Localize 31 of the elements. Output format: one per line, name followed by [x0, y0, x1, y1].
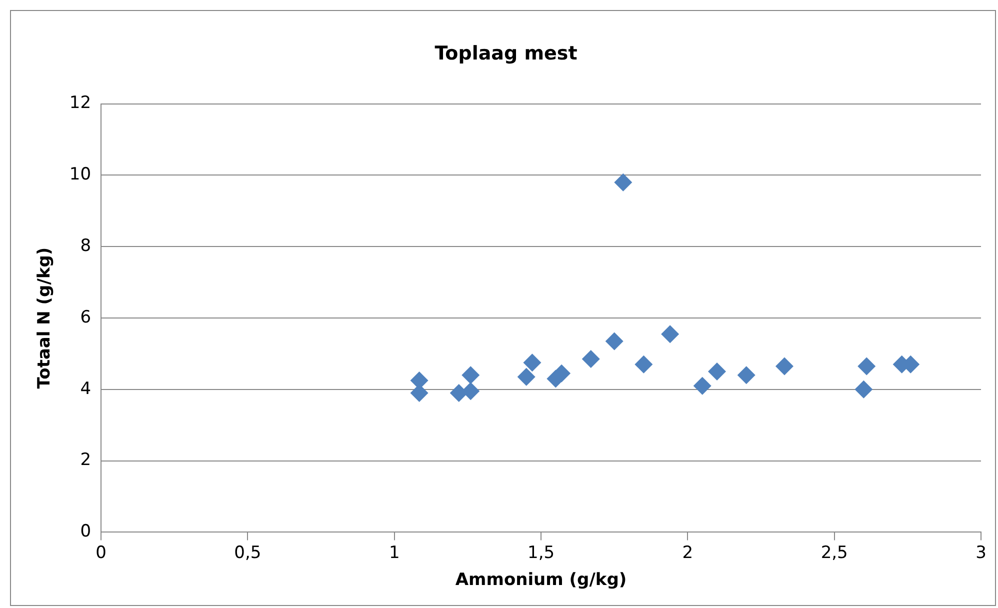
point: [462, 382, 480, 400]
y-tick-label: 10: [69, 164, 92, 185]
y-tick-label: 12: [69, 93, 92, 114]
y-tick-label: 2: [80, 450, 92, 470]
y-axis-title: Totaal N (g/kg): [34, 247, 55, 389]
point: [462, 366, 480, 384]
point: [854, 380, 873, 398]
point: [605, 332, 624, 350]
x-tick-label: 1: [388, 542, 400, 563]
point: [523, 354, 542, 372]
x-tick-label: 3: [976, 542, 986, 563]
y-tick-label: 0: [80, 522, 92, 542]
chart-title: Toplaag mest: [434, 42, 578, 64]
point: [708, 362, 726, 381]
point: [858, 357, 876, 376]
point: [634, 355, 653, 374]
point: [517, 368, 536, 386]
point: [737, 366, 756, 384]
point: [693, 376, 712, 395]
x-tick-label: 2,5: [820, 542, 848, 563]
y-tick-label: 8: [80, 236, 92, 256]
x-tick-label: 2: [682, 542, 694, 563]
x-tick-label: 1,5: [527, 542, 555, 563]
point: [661, 325, 680, 344]
y-tick-label: 6: [80, 307, 92, 328]
x-tick-label: 0,5: [234, 542, 262, 563]
x-tick-label: 0: [96, 542, 106, 563]
point: [775, 357, 794, 376]
point: [582, 350, 600, 368]
y-tick-label: 4: [80, 378, 92, 399]
point: [614, 173, 632, 192]
